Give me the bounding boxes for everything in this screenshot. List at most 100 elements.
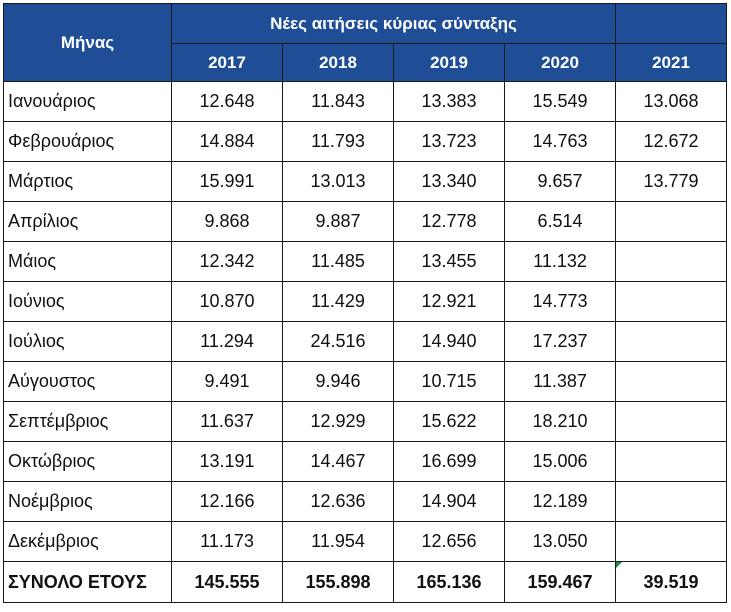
pension-applications-table: Μήνας Νέες αιτήσεις κύριας σύνταξης 2017… (3, 3, 727, 603)
value-cell: 12.778 (393, 201, 505, 242)
pension-applications-table-wrapper: Μήνας Νέες αιτήσεις κύριας σύνταξης 2017… (3, 3, 727, 603)
value-cell: 13.383 (393, 81, 505, 122)
value-cell: 9.868 (171, 201, 283, 242)
value-cell: 13.455 (393, 241, 505, 282)
value-cell: 15.006 (504, 441, 616, 482)
year-header-2020: 2020 (504, 43, 616, 82)
total-value-cell-2021: 39.519 (615, 561, 727, 603)
value-cell: 15.549 (504, 81, 616, 122)
total-value-cell: 155.898 (282, 561, 394, 603)
table-row: Ιανουάριος 12.648 11.843 13.383 15.549 1… (3, 81, 727, 122)
value-cell: 11.132 (504, 241, 616, 282)
total-row: ΣΥΝΟΛΟ ΕΤΟΥΣ 145.555 155.898 165.136 159… (3, 561, 727, 603)
value-cell: 15.991 (171, 161, 283, 202)
value-cell: 11.173 (171, 521, 283, 562)
value-cell: 14.467 (282, 441, 394, 482)
value-cell: 13.013 (282, 161, 394, 202)
total-value-cell: 145.555 (171, 561, 283, 603)
value-cell: 13.191 (171, 441, 283, 482)
value-cell: 12.921 (393, 281, 505, 322)
value-cell: 6.514 (504, 201, 616, 242)
value-cell: 13.068 (615, 81, 727, 122)
value-cell: 14.904 (393, 481, 505, 522)
table-row: Φεβρουάριος 14.884 11.793 13.723 14.763 … (3, 121, 727, 162)
month-cell: Φεβρουάριος (3, 121, 172, 162)
header-row-title: Μήνας Νέες αιτήσεις κύριας σύνταξης (3, 3, 727, 82)
value-cell: 10.870 (171, 281, 283, 322)
month-cell: Ιούνιος (3, 281, 172, 322)
header-row-years: 2017 2018 2019 2020 2021 (4, 43, 727, 82)
value-cell (615, 241, 727, 282)
value-cell (615, 521, 727, 562)
month-cell: Ιούλιος (3, 321, 172, 362)
value-cell: 13.050 (504, 521, 616, 562)
value-cell: 13.723 (393, 121, 505, 162)
year-header-2018: 2018 (282, 43, 394, 82)
value-cell: 14.884 (171, 121, 283, 162)
group-header: Νέες αιτήσεις κύριας σύνταξης (171, 3, 616, 44)
value-cell: 11.954 (282, 521, 394, 562)
value-cell (615, 281, 727, 322)
value-cell: 24.516 (282, 321, 394, 362)
value-cell: 11.294 (171, 321, 283, 362)
value-cell: 10.715 (393, 361, 505, 402)
value-cell: 12.342 (171, 241, 283, 282)
value-cell: 13.779 (615, 161, 727, 202)
value-cell: 12.166 (171, 481, 283, 522)
table-row: Απρίλιος 9.868 9.887 12.778 6.514 (3, 201, 727, 242)
month-cell: Δεκέμβριος (3, 521, 172, 562)
value-cell: 12.636 (282, 481, 394, 522)
table-row: Αύγουστος 9.491 9.946 10.715 11.387 (3, 361, 727, 402)
value-cell: 15.622 (393, 401, 505, 442)
value-cell: 12.929 (282, 401, 394, 442)
month-column-header: Μήνας (3, 3, 172, 82)
value-cell: 12.648 (171, 81, 283, 122)
table-row: Μάιος 12.342 11.485 13.455 11.132 (3, 241, 727, 282)
month-cell: Σεπτέμβριος (3, 401, 172, 442)
value-cell: 11.485 (282, 241, 394, 282)
total-value-cell: 165.136 (393, 561, 505, 603)
year-header-2019: 2019 (393, 43, 505, 82)
total-value-cell: 159.467 (504, 561, 616, 603)
value-cell: 14.773 (504, 281, 616, 322)
value-cell: 14.940 (393, 321, 505, 362)
month-cell: Νοέμβριος (3, 481, 172, 522)
month-cell: Μάιος (3, 241, 172, 282)
value-cell: 11.793 (282, 121, 394, 162)
table-body: Ιανουάριος 12.648 11.843 13.383 15.549 1… (3, 81, 727, 603)
value-cell: 13.340 (393, 161, 505, 202)
value-cell: 9.946 (282, 361, 394, 402)
month-cell: Μάρτιος (3, 161, 172, 202)
year-header-2017: 2017 (171, 43, 283, 82)
month-cell: Απρίλιος (3, 201, 172, 242)
value-cell (615, 441, 727, 482)
value-cell: 12.189 (504, 481, 616, 522)
value-cell (615, 401, 727, 442)
value-cell: 11.387 (504, 361, 616, 402)
value-cell: 12.672 (615, 121, 727, 162)
value-cell: 11.429 (282, 281, 394, 322)
month-cell: Οκτώβριος (3, 441, 172, 482)
table-row: Δεκέμβριος 11.173 11.954 12.656 13.050 (3, 521, 727, 562)
table-row: Σεπτέμβριος 11.637 12.929 15.622 18.210 (3, 401, 727, 442)
value-cell: 11.843 (282, 81, 394, 122)
table-row: Ιούνιος 10.870 11.429 12.921 14.773 (3, 281, 727, 322)
value-cell: 9.887 (282, 201, 394, 242)
table-row: Νοέμβριος 12.166 12.636 14.904 12.189 (3, 481, 727, 522)
value-cell: 12.656 (393, 521, 505, 562)
table-row: Οκτώβριος 13.191 14.467 16.699 15.006 (3, 441, 727, 482)
value-cell: 17.237 (504, 321, 616, 362)
value-cell (615, 201, 727, 242)
value-cell: 18.210 (504, 401, 616, 442)
value-cell (615, 321, 727, 362)
value-cell: 11.637 (171, 401, 283, 442)
total-label: ΣΥΝΟΛΟ ΕΤΟΥΣ (3, 561, 172, 603)
table-row: Μάρτιος 15.991 13.013 13.340 9.657 13.77… (3, 161, 727, 202)
header-empty-cell (615, 3, 727, 44)
value-cell: 9.491 (171, 361, 283, 402)
value-cell: 9.657 (504, 161, 616, 202)
month-cell: Αύγουστος (3, 361, 172, 402)
value-cell (615, 481, 727, 522)
year-header-2021: 2021 (615, 43, 727, 82)
value-cell: 16.699 (393, 441, 505, 482)
